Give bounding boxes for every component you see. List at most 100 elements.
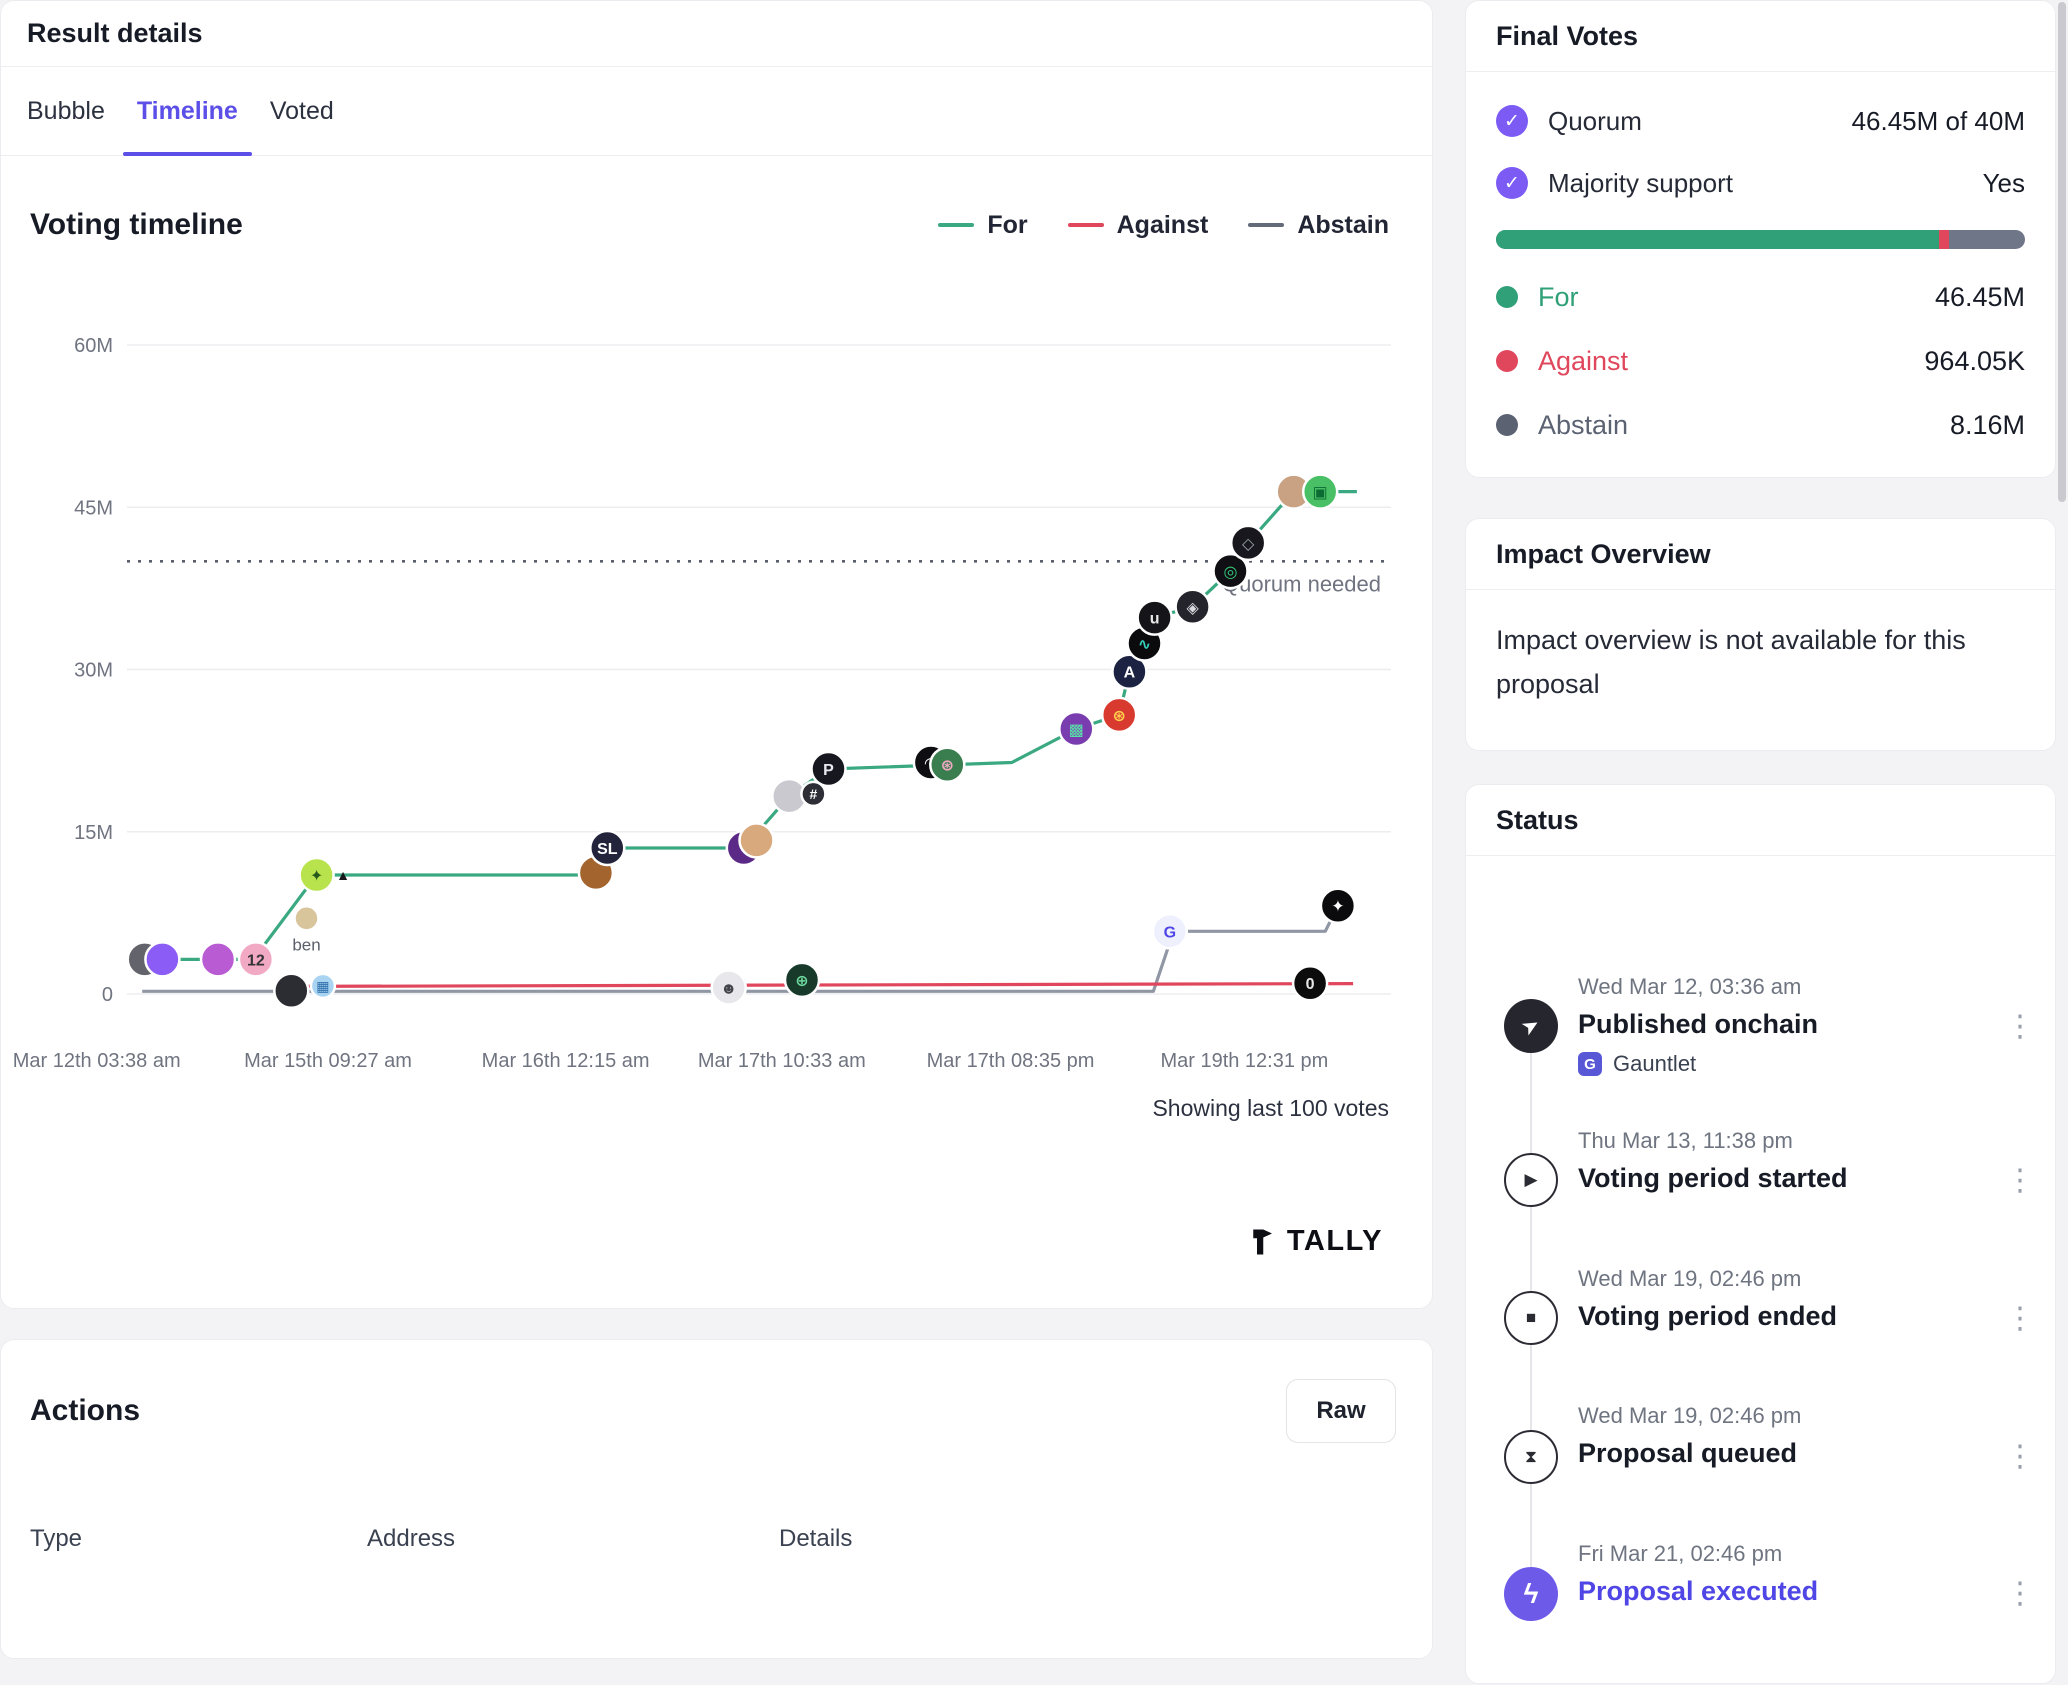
status-date: Wed Mar 12, 03:36 am (1578, 974, 1802, 999)
abstain-row: Abstain 8.16M (1496, 393, 2025, 457)
against-label: Against (1538, 345, 1629, 376)
svg-text:Quorum needed: Quorum needed (1222, 571, 1381, 596)
kebab-menu-icon[interactable]: ⋮ (2005, 1010, 2035, 1043)
majority-support-row: ✓ Majority support Yes (1496, 152, 2025, 214)
svg-text:60M: 60M (74, 335, 113, 357)
tab-voted[interactable]: Voted (269, 96, 334, 125)
svg-text:☻: ☻ (720, 981, 737, 998)
status-item-title: Published onchain (1578, 1009, 1819, 1039)
for-label: For (1538, 281, 1579, 312)
for-value: 46.45M (1934, 281, 2025, 312)
tab-timeline[interactable]: Timeline (121, 67, 254, 156)
svg-text:▩: ▩ (1069, 722, 1084, 739)
majority-support-label: Majority support (1548, 167, 1733, 198)
legend-against-swatch (1067, 223, 1104, 227)
column-address: Address (367, 1525, 456, 1552)
svg-text:✦: ✦ (1331, 899, 1344, 916)
actions-table-header: Type Address Details (1, 1525, 1432, 1555)
status-item-published: Wed Mar 12, 03:36 am Published onchain G… (1578, 974, 1985, 1077)
svg-text:45M: 45M (74, 497, 113, 519)
status-date: Fri Mar 21, 02:46 pm (1578, 1541, 1783, 1566)
raw-button[interactable]: Raw (1286, 1379, 1396, 1443)
svg-text:0: 0 (102, 984, 113, 1006)
svg-text:⊕: ⊕ (795, 973, 808, 990)
impact-overview-title: Impact Overview (1466, 519, 2055, 590)
abstain-value: 8.16M (1949, 409, 2025, 440)
impact-overview-body: Impact overview is not available for thi… (1496, 625, 1966, 699)
final-votes-body: ✓ Quorum 46.45M of 40M ✓ Majority suppor… (1466, 72, 2055, 457)
quorum-label: Quorum (1548, 105, 1642, 136)
svg-text:◇: ◇ (1242, 536, 1255, 553)
quorum-value: 46.45M of 40M (1851, 105, 2025, 136)
legend-abstain: Abstain (1248, 211, 1389, 240)
against-value: 964.05K (1924, 345, 2025, 376)
svg-text:Mar 17th 08:35 pm: Mar 17th 08:35 pm (927, 1050, 1095, 1072)
svg-text:▦: ▦ (316, 978, 329, 994)
check-circle-icon: ✓ (1496, 105, 1528, 137)
svg-text:✦: ✦ (310, 868, 323, 885)
svg-text:#: # (810, 786, 818, 802)
result-details-card: Result details Bubble Timeline Voted Vot… (0, 0, 1433, 1309)
svg-text:A: A (1124, 665, 1136, 682)
kebab-menu-icon[interactable]: ⋮ (2005, 1577, 2035, 1610)
status-item-queued: Wed Mar 19, 02:46 pm Proposal queued (1578, 1403, 1985, 1469)
column-details: Details (779, 1525, 853, 1552)
result-tabs: Bubble Timeline Voted (1, 67, 1432, 156)
svg-text:SL: SL (597, 841, 618, 858)
svg-text:▣: ▣ (1313, 485, 1328, 502)
impact-overview-card: Impact Overview Impact overview is not a… (1465, 518, 2056, 751)
svg-text:G: G (1164, 924, 1176, 941)
status-item-title: Proposal executed (1578, 1576, 1819, 1606)
voting-timeline-chart[interactable]: 60M 45M 30M 15M 0 Quorum needed Mar 12th 03:38… (1, 291, 1434, 1091)
result-details-header: Result details (1, 1, 1432, 67)
chart-header: Voting timeline For Against Abstain (1, 156, 1432, 242)
svg-text:▲: ▲ (336, 867, 350, 883)
actions-header: Actions Raw (1, 1340, 1432, 1482)
for-dot-icon (1496, 286, 1518, 308)
svg-text:P: P (823, 762, 834, 779)
final-votes-card: Final Votes ✓ Quorum 46.45M of 40M ✓ Maj… (1465, 0, 2056, 478)
for-row: For 46.45M (1496, 265, 2025, 329)
against-dot-icon (1496, 350, 1518, 372)
legend-abstain-label: Abstain (1297, 210, 1389, 239)
final-votes-title: Final Votes (1466, 1, 2055, 72)
actions-title: Actions (30, 1394, 141, 1427)
svg-text:◈: ◈ (1186, 600, 1199, 617)
chart-footnote: Showing last 100 votes (1152, 1095, 1389, 1121)
svg-text:12: 12 (247, 952, 265, 969)
svg-text:⊛: ⊛ (941, 758, 954, 775)
majority-support-value: Yes (1982, 167, 2025, 198)
svg-text:u: u (1150, 611, 1160, 628)
legend-for-label: For (987, 210, 1028, 239)
kebab-menu-icon[interactable]: ⋮ (2005, 1440, 2035, 1473)
votes-progress-bar (1496, 230, 2025, 249)
voting-ended-icon: ■ (1504, 1291, 1558, 1345)
legend-against-label: Against (1116, 210, 1209, 239)
svg-text:◎: ◎ (1224, 564, 1238, 581)
votes-bar-against (1939, 230, 1950, 249)
page-scrollbar (2056, 0, 2068, 1572)
tally-logo[interactable]: TALLY (1247, 1225, 1383, 1258)
gauntlet-label: Gauntlet (1613, 1051, 1697, 1076)
tab-bubble[interactable]: Bubble (27, 96, 105, 125)
svg-text:∿: ∿ (1138, 637, 1151, 654)
kebab-menu-icon[interactable]: ⋮ (2005, 1164, 2035, 1197)
status-item-voting-started: Thu Mar 13, 11:38 pm Voting period start… (1578, 1128, 1985, 1194)
result-details-title: Result details (27, 18, 203, 48)
voting-started-icon: ▶ (1504, 1153, 1558, 1207)
svg-text:Mar 19th 12:31 pm: Mar 19th 12:31 pm (1160, 1050, 1328, 1072)
proposal-executed-icon: ϟ (1504, 1567, 1558, 1621)
against-row: Against 964.05K (1496, 329, 2025, 393)
kebab-menu-icon[interactable]: ⋮ (2005, 1302, 2035, 1335)
published-onchain-icon: ➤ (1504, 999, 1558, 1053)
status-subtitle: G Gauntlet (1578, 1051, 1985, 1077)
legend-for-swatch (938, 223, 975, 227)
svg-text:30M: 30M (74, 660, 113, 682)
status-item-title: Proposal queued (1578, 1438, 1798, 1468)
status-item-title: Voting period started (1578, 1163, 1848, 1193)
svg-text:Mar 16th 12:15 am: Mar 16th 12:15 am (482, 1050, 650, 1072)
svg-text:0: 0 (1306, 976, 1315, 993)
scrollbar-thumb[interactable] (2058, 2, 2066, 502)
column-type: Type (30, 1525, 83, 1552)
status-card: Status ➤ Wed Mar 12, 03:36 am Published … (1465, 784, 2056, 1684)
